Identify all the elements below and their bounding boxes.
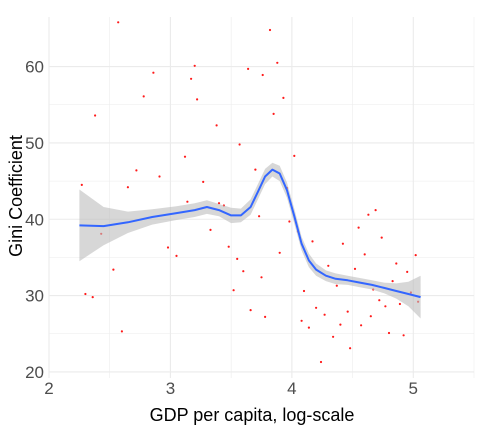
data-point: [367, 213, 370, 216]
data-point: [319, 360, 323, 364]
data-point: [183, 155, 187, 158]
data-point: [264, 315, 267, 318]
y-axis-ticks: 20 30 40 50 60: [25, 58, 44, 382]
data-point: [384, 305, 387, 308]
data-point: [117, 21, 120, 24]
data-point: [378, 299, 381, 302]
data-point: [395, 262, 398, 265]
data-point: [414, 254, 417, 257]
data-point: [91, 296, 94, 299]
data-point: [261, 73, 264, 77]
data-point: [268, 28, 272, 32]
data-point: [357, 226, 360, 229]
data-point: [247, 67, 250, 70]
data-point: [215, 124, 218, 127]
y-axis-title: Gini Coefficient: [6, 135, 26, 257]
data-point: [374, 209, 377, 212]
data-point: [166, 246, 170, 249]
data-point: [311, 240, 314, 243]
data-point: [327, 264, 330, 267]
data-point: [278, 251, 281, 254]
x-tick-label: 5: [409, 379, 418, 398]
scatter-points: [80, 21, 420, 364]
data-point: [406, 270, 409, 273]
data-point: [402, 334, 405, 337]
data-point: [260, 276, 263, 279]
data-point: [84, 292, 87, 296]
data-point: [236, 257, 239, 260]
y-tick-label: 40: [25, 210, 44, 229]
data-point: [398, 302, 401, 306]
data-point: [120, 330, 123, 333]
data-point: [209, 228, 212, 231]
data-point: [360, 324, 363, 327]
data-point: [193, 64, 196, 67]
data-point: [196, 98, 199, 101]
data-point: [353, 267, 357, 270]
data-point: [242, 270, 245, 273]
data-point: [282, 96, 285, 99]
data-point: [135, 169, 138, 172]
data-point: [80, 183, 83, 186]
x-tick-label: 4: [287, 379, 296, 398]
y-tick-label: 50: [25, 134, 44, 153]
smooth-line: [79, 168, 421, 299]
y-tick-label: 20: [25, 363, 44, 382]
data-point: [349, 347, 352, 350]
data-point: [186, 200, 189, 203]
data-point: [315, 306, 318, 309]
data-point: [272, 112, 275, 115]
data-point: [232, 289, 235, 292]
data-point: [190, 77, 193, 80]
y-tick-label: 30: [25, 287, 44, 306]
data-point: [227, 245, 230, 248]
data-point: [341, 242, 344, 245]
data-point: [126, 186, 129, 189]
data-point: [288, 220, 291, 223]
data-point: [302, 289, 306, 293]
data-point: [300, 319, 303, 322]
smooth-line-layer: [79, 168, 421, 299]
data-point: [293, 154, 296, 157]
grid: [48, 17, 475, 378]
data-point: [249, 309, 252, 312]
data-point: [391, 280, 394, 283]
y-tick-label: 60: [25, 58, 44, 77]
data-point: [254, 168, 257, 171]
data-point: [202, 180, 205, 183]
data-point: [346, 310, 349, 313]
data-point: [380, 236, 383, 239]
data-point: [369, 315, 372, 318]
data-point: [112, 268, 115, 271]
data-point: [323, 313, 326, 316]
data-point: [238, 143, 241, 146]
data-point: [335, 284, 338, 287]
data-point: [258, 215, 261, 218]
data-point: [363, 253, 366, 256]
data-point: [339, 323, 342, 326]
data-point: [276, 61, 279, 64]
data-point: [158, 175, 161, 178]
data-point: [307, 326, 310, 329]
data-point: [332, 335, 335, 338]
x-axis-ticks: 2 3 4 5: [44, 379, 418, 398]
data-point: [175, 254, 178, 257]
data-point: [217, 202, 221, 205]
data-point: [387, 331, 391, 335]
x-tick-label: 2: [44, 379, 53, 398]
x-axis-title: GDP per capita, log-scale: [150, 405, 355, 425]
x-tick-label: 3: [166, 379, 175, 398]
data-point: [142, 95, 145, 98]
data-point: [94, 114, 97, 117]
data-point: [152, 71, 155, 74]
